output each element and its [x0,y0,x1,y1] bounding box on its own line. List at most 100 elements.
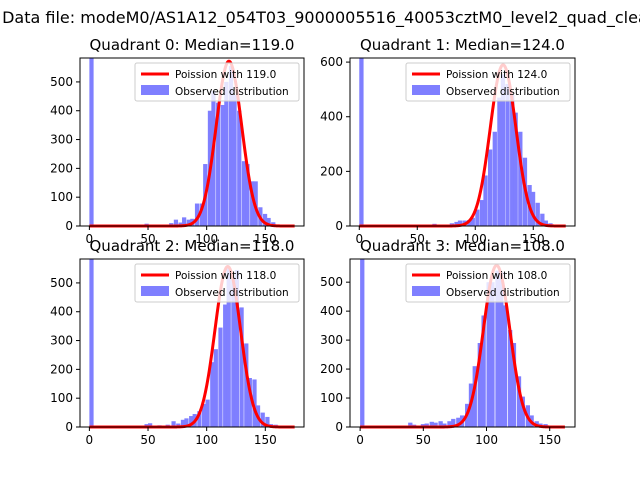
y-tick-label: 400 [320,110,343,124]
histogram-bar [180,419,186,427]
histogram-bar [508,329,513,427]
histogram-bar [199,203,204,226]
histogram-bar [518,131,523,226]
y-tick-label: 200 [320,164,343,178]
histogram-bar [173,219,179,226]
histogram-bar [245,164,250,226]
legend-box [405,263,571,303]
histogram-bar [481,315,486,427]
histogram-bar [500,74,506,226]
y-tick-label: 100 [50,190,73,204]
histogram-bar [194,203,200,226]
y-tick-label: 300 [50,133,73,147]
histogram-bar [530,191,536,226]
histogram-bar [510,94,515,226]
histogram-bar [502,305,508,427]
x-tick-label: 100 [464,232,487,246]
legend-line-label: Poission with 108.0 [446,270,547,282]
y-tick-label: 0 [65,420,73,434]
y-tick-label: 300 [50,334,73,348]
histogram-bar [226,267,231,427]
x-tick-label: 100 [475,433,498,447]
histogram-bar [488,149,493,226]
histogram-bar [205,399,210,427]
legend-bar-label: Observed distribution [175,287,289,299]
x-tick-label: 150 [522,232,545,246]
histogram-bar [189,416,194,427]
legend-bar-swatch [412,85,440,95]
histogram-bar [511,343,517,427]
histogram-bar [429,421,434,427]
legend-bar-label: Observed distribution [175,86,289,98]
histogram-bar [433,422,438,427]
histogram-bar [250,181,255,226]
histogram-bar [495,270,500,427]
legend-box [134,263,300,303]
histogram-bar [483,175,488,226]
histogram-bar [535,202,540,226]
histogram-bar [220,104,225,226]
axes-frame [79,57,305,227]
histogram-bar [232,94,237,227]
histogram-bar [438,421,443,427]
quadrant-3-panel: 0 50 100 150 0 100 200 300 400 500 Quadrant 3: Med… [320,237,576,447]
legend-bar-swatch [412,286,440,296]
y-tick-label: 300 [320,333,343,347]
histogram-bar [520,396,525,427]
histogram-bar [176,423,181,427]
histogram-bar [210,362,215,427]
histogram-bar [490,282,495,427]
histogram-bar [442,423,447,427]
histogram-bar [540,213,545,226]
panel-title: Quadrant 2: Median=118.0 [90,237,295,255]
x-tick-label: 50 [140,232,155,246]
histogram-bar [247,378,252,427]
legend-bar-label: Observed distribution [446,86,560,98]
x-tick-label: 0 [356,433,364,447]
x-tick-label: 50 [416,433,431,447]
y-tick-label: 600 [320,55,343,69]
legend-line-label: Poission with 118.0 [175,270,276,282]
histogram-bar [457,220,463,226]
histogram-bar [231,277,236,427]
histogram-bar [239,307,244,427]
histogram-bar [472,366,477,427]
y-tick-label: 400 [50,305,73,319]
quadrant-0-panel: 0 50 100 150 0 100 200 300 400 500 Quadrant 0: Med… [50,36,305,246]
y-tick-label: 500 [50,75,73,89]
x-tick-label: 100 [195,232,218,246]
y-tick-label: 100 [320,391,343,405]
histogram-bar [505,83,510,226]
histogram-bar [486,282,491,427]
histogram-bar [456,417,461,427]
histogram-bar [513,112,518,226]
histogram-bar [182,217,187,226]
y-tick-label: 500 [50,276,73,290]
x-tick-label: 150 [254,433,277,447]
histogram-bar [211,91,216,226]
y-tick-label: 400 [320,304,343,318]
y-tick-label: 0 [65,219,73,233]
histogram-bar [171,421,176,427]
histogram-bar [244,343,249,427]
histogram-bar [218,327,223,427]
histogram-bar [424,423,429,427]
histogram-bar [359,58,364,226]
y-tick-label: 200 [320,362,343,376]
x-tick-label: 150 [538,433,561,447]
axes-frame [79,258,305,428]
histogram-bar [447,421,452,427]
y-tick-label: 500 [320,275,343,289]
x-tick-label: 0 [355,232,363,246]
histogram-bar [479,200,485,226]
legend-box [405,62,571,102]
histogram-bar [497,97,502,226]
x-tick-label: 0 [86,433,94,447]
x-tick-label: 50 [410,232,425,246]
histogram-bar [408,422,413,427]
histogram-bar [234,269,240,427]
legend-bar-swatch [141,286,169,296]
histogram-bar [470,217,475,226]
histogram-bar [360,259,365,427]
